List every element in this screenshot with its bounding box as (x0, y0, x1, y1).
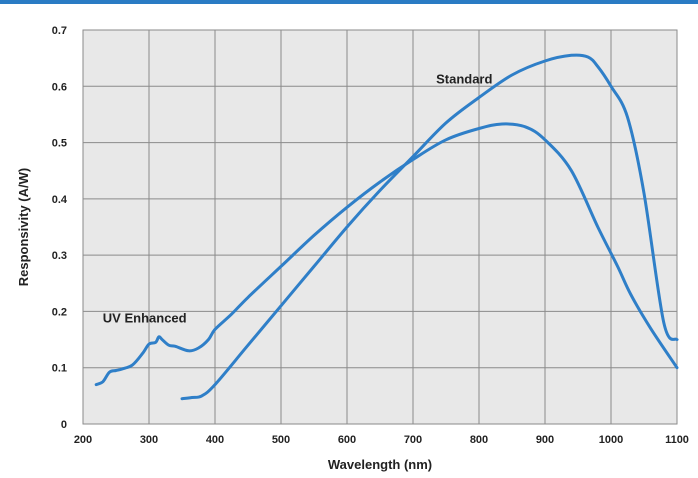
x-tick-label: 200 (74, 434, 92, 446)
series-lines (94, 53, 679, 401)
y-tick-label: 0.4 (52, 194, 68, 206)
x-tick-label: 300 (140, 434, 158, 446)
x-tick-label: 1000 (599, 434, 623, 446)
series-line-uv-enhanced (94, 122, 679, 387)
series-label-standard: Standard (436, 71, 492, 86)
x-tick-labels: 200 300 400 500 600 700 800 900 1000 1100 (74, 434, 689, 446)
x-tick-label: 1100 (665, 434, 689, 446)
header-rule (0, 0, 698, 4)
y-axis-title: Responsivity (A/W) (16, 168, 31, 286)
y-tick-label: 0.2 (52, 306, 67, 318)
y-tick-label: 0.3 (52, 250, 67, 262)
x-tick-label: 600 (338, 434, 356, 446)
y-tick-label: 0.6 (52, 81, 67, 93)
y-tick-labels: 0 0.1 0.2 0.3 0.4 0.5 0.6 0.7 (52, 25, 68, 431)
series-label-uv-enhanced: UV Enhanced (103, 311, 187, 326)
x-axis-title: Wavelength (nm) (328, 457, 432, 472)
plot-area (82, 29, 678, 425)
x-tick-label: 900 (536, 434, 554, 446)
x-tick-label: 700 (404, 434, 422, 446)
y-tick-label: 0.5 (52, 138, 67, 150)
y-tick-label: 0 (61, 419, 67, 431)
series-line-standard (180, 53, 679, 401)
y-tick-label: 0.7 (52, 25, 67, 37)
grid-lines (82, 29, 678, 425)
x-tick-label: 400 (206, 434, 224, 446)
series-labels: Standard UV Enhanced (103, 71, 493, 325)
y-tick-label: 0.1 (52, 363, 67, 375)
x-tick-label: 500 (272, 434, 290, 446)
x-tick-label: 800 (470, 434, 488, 446)
